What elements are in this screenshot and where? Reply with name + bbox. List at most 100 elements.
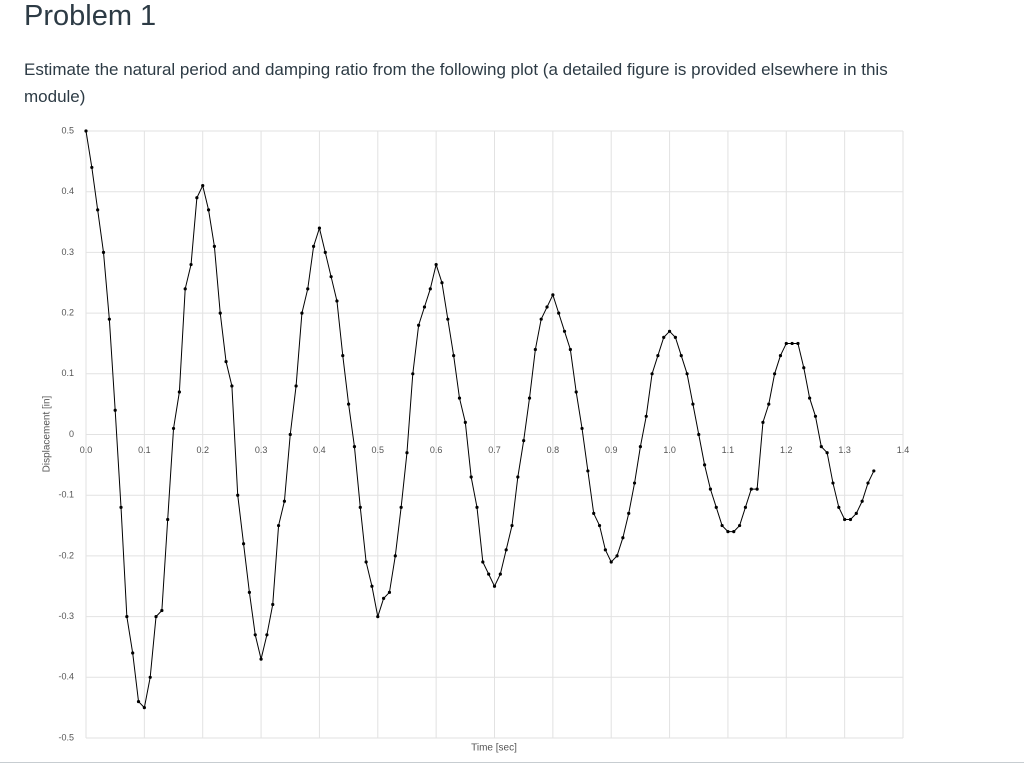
x-tick-label: 0.8 <box>547 445 560 455</box>
data-point <box>615 554 619 558</box>
data-point <box>568 347 572 352</box>
data-point <box>586 469 590 473</box>
data-point <box>224 360 228 364</box>
data-point <box>422 305 427 309</box>
x-tick-label: 0.3 <box>255 445 268 455</box>
data-point <box>720 523 724 528</box>
y-tick-label: 0.3 <box>61 247 74 257</box>
data-point <box>644 414 648 418</box>
y-tick-label: -0.3 <box>58 611 74 621</box>
data-point <box>522 438 526 443</box>
x-tick-label: 0.7 <box>488 445 501 455</box>
data-point <box>562 329 567 333</box>
data-point <box>90 165 94 170</box>
x-tick-label: 1.2 <box>780 445 793 455</box>
data-point <box>860 499 864 503</box>
data-point <box>843 517 847 522</box>
data-point <box>492 584 497 588</box>
data-point <box>352 445 357 449</box>
data-point <box>347 402 351 406</box>
data-point <box>726 530 730 534</box>
data-point <box>808 396 812 400</box>
data-point <box>767 402 771 406</box>
data-point <box>732 530 736 534</box>
data-point <box>580 426 584 431</box>
data-point <box>848 517 853 522</box>
data-point <box>866 481 870 485</box>
data-point <box>778 353 783 358</box>
data-point <box>393 554 397 558</box>
data-point <box>784 341 788 346</box>
data-point <box>819 445 823 449</box>
data-point <box>790 341 794 346</box>
data-point <box>136 699 141 704</box>
data-line <box>85 130 875 709</box>
data-point <box>160 608 164 613</box>
data-point <box>673 335 678 339</box>
data-point <box>370 584 374 588</box>
data-point <box>171 426 176 431</box>
y-tick-label: 0.5 <box>61 125 74 135</box>
data-point <box>446 317 450 321</box>
x-axis-label: Time [sec] <box>471 743 517 754</box>
data-point <box>487 572 491 576</box>
data-point <box>411 372 415 376</box>
data-point <box>387 590 392 594</box>
data-point <box>457 396 462 400</box>
data-point <box>294 384 298 388</box>
data-point <box>708 487 713 491</box>
data-point <box>702 463 707 467</box>
data-point <box>300 311 304 315</box>
y-tick-label: 0.4 <box>61 186 74 196</box>
x-tick-label: 1.0 <box>663 445 676 455</box>
data-point <box>714 505 718 509</box>
y-tick-label: 0 <box>69 429 74 439</box>
x-tick-label: 1.1 <box>722 445 735 455</box>
data-point <box>504 548 508 552</box>
data-point <box>96 208 100 212</box>
data-point <box>101 250 106 254</box>
data-point <box>749 487 753 491</box>
data-point <box>475 505 479 509</box>
x-tick-label: 0.0 <box>80 445 93 455</box>
y-tick-label: -0.2 <box>58 550 74 560</box>
data-point <box>131 651 135 655</box>
data-point <box>481 560 485 564</box>
data-point <box>621 536 625 540</box>
data-point <box>119 505 123 509</box>
data-point <box>685 372 689 376</box>
data-point <box>288 432 292 437</box>
data-point <box>212 244 216 248</box>
x-tick-label: 0.6 <box>430 445 443 455</box>
data-point <box>358 505 362 509</box>
data-point <box>148 675 152 679</box>
data-point <box>154 615 158 619</box>
data-point <box>405 451 409 455</box>
data-point <box>662 335 666 339</box>
data-point <box>399 505 403 509</box>
data-point <box>282 499 287 503</box>
y-tick-label: 0.2 <box>61 307 74 317</box>
data-point <box>417 323 421 327</box>
data-point <box>276 523 281 528</box>
data-point <box>679 353 683 358</box>
heading: Problem 1 <box>24 0 157 32</box>
data-point <box>813 414 818 418</box>
data-point <box>632 481 637 485</box>
data-point <box>691 402 695 406</box>
data-point <box>177 390 181 394</box>
data-point <box>837 505 841 509</box>
data-point <box>469 475 473 479</box>
data-point <box>183 287 187 291</box>
data-point <box>253 633 257 637</box>
data-point <box>825 451 829 455</box>
data-point <box>773 372 777 376</box>
data-point <box>872 469 876 473</box>
data-point <box>551 293 555 297</box>
data-point <box>498 572 502 576</box>
data-point <box>656 353 660 358</box>
x-tick-label: 0.5 <box>372 445 385 455</box>
x-tick-label: 0.1 <box>138 445 151 455</box>
data-point <box>440 281 444 285</box>
